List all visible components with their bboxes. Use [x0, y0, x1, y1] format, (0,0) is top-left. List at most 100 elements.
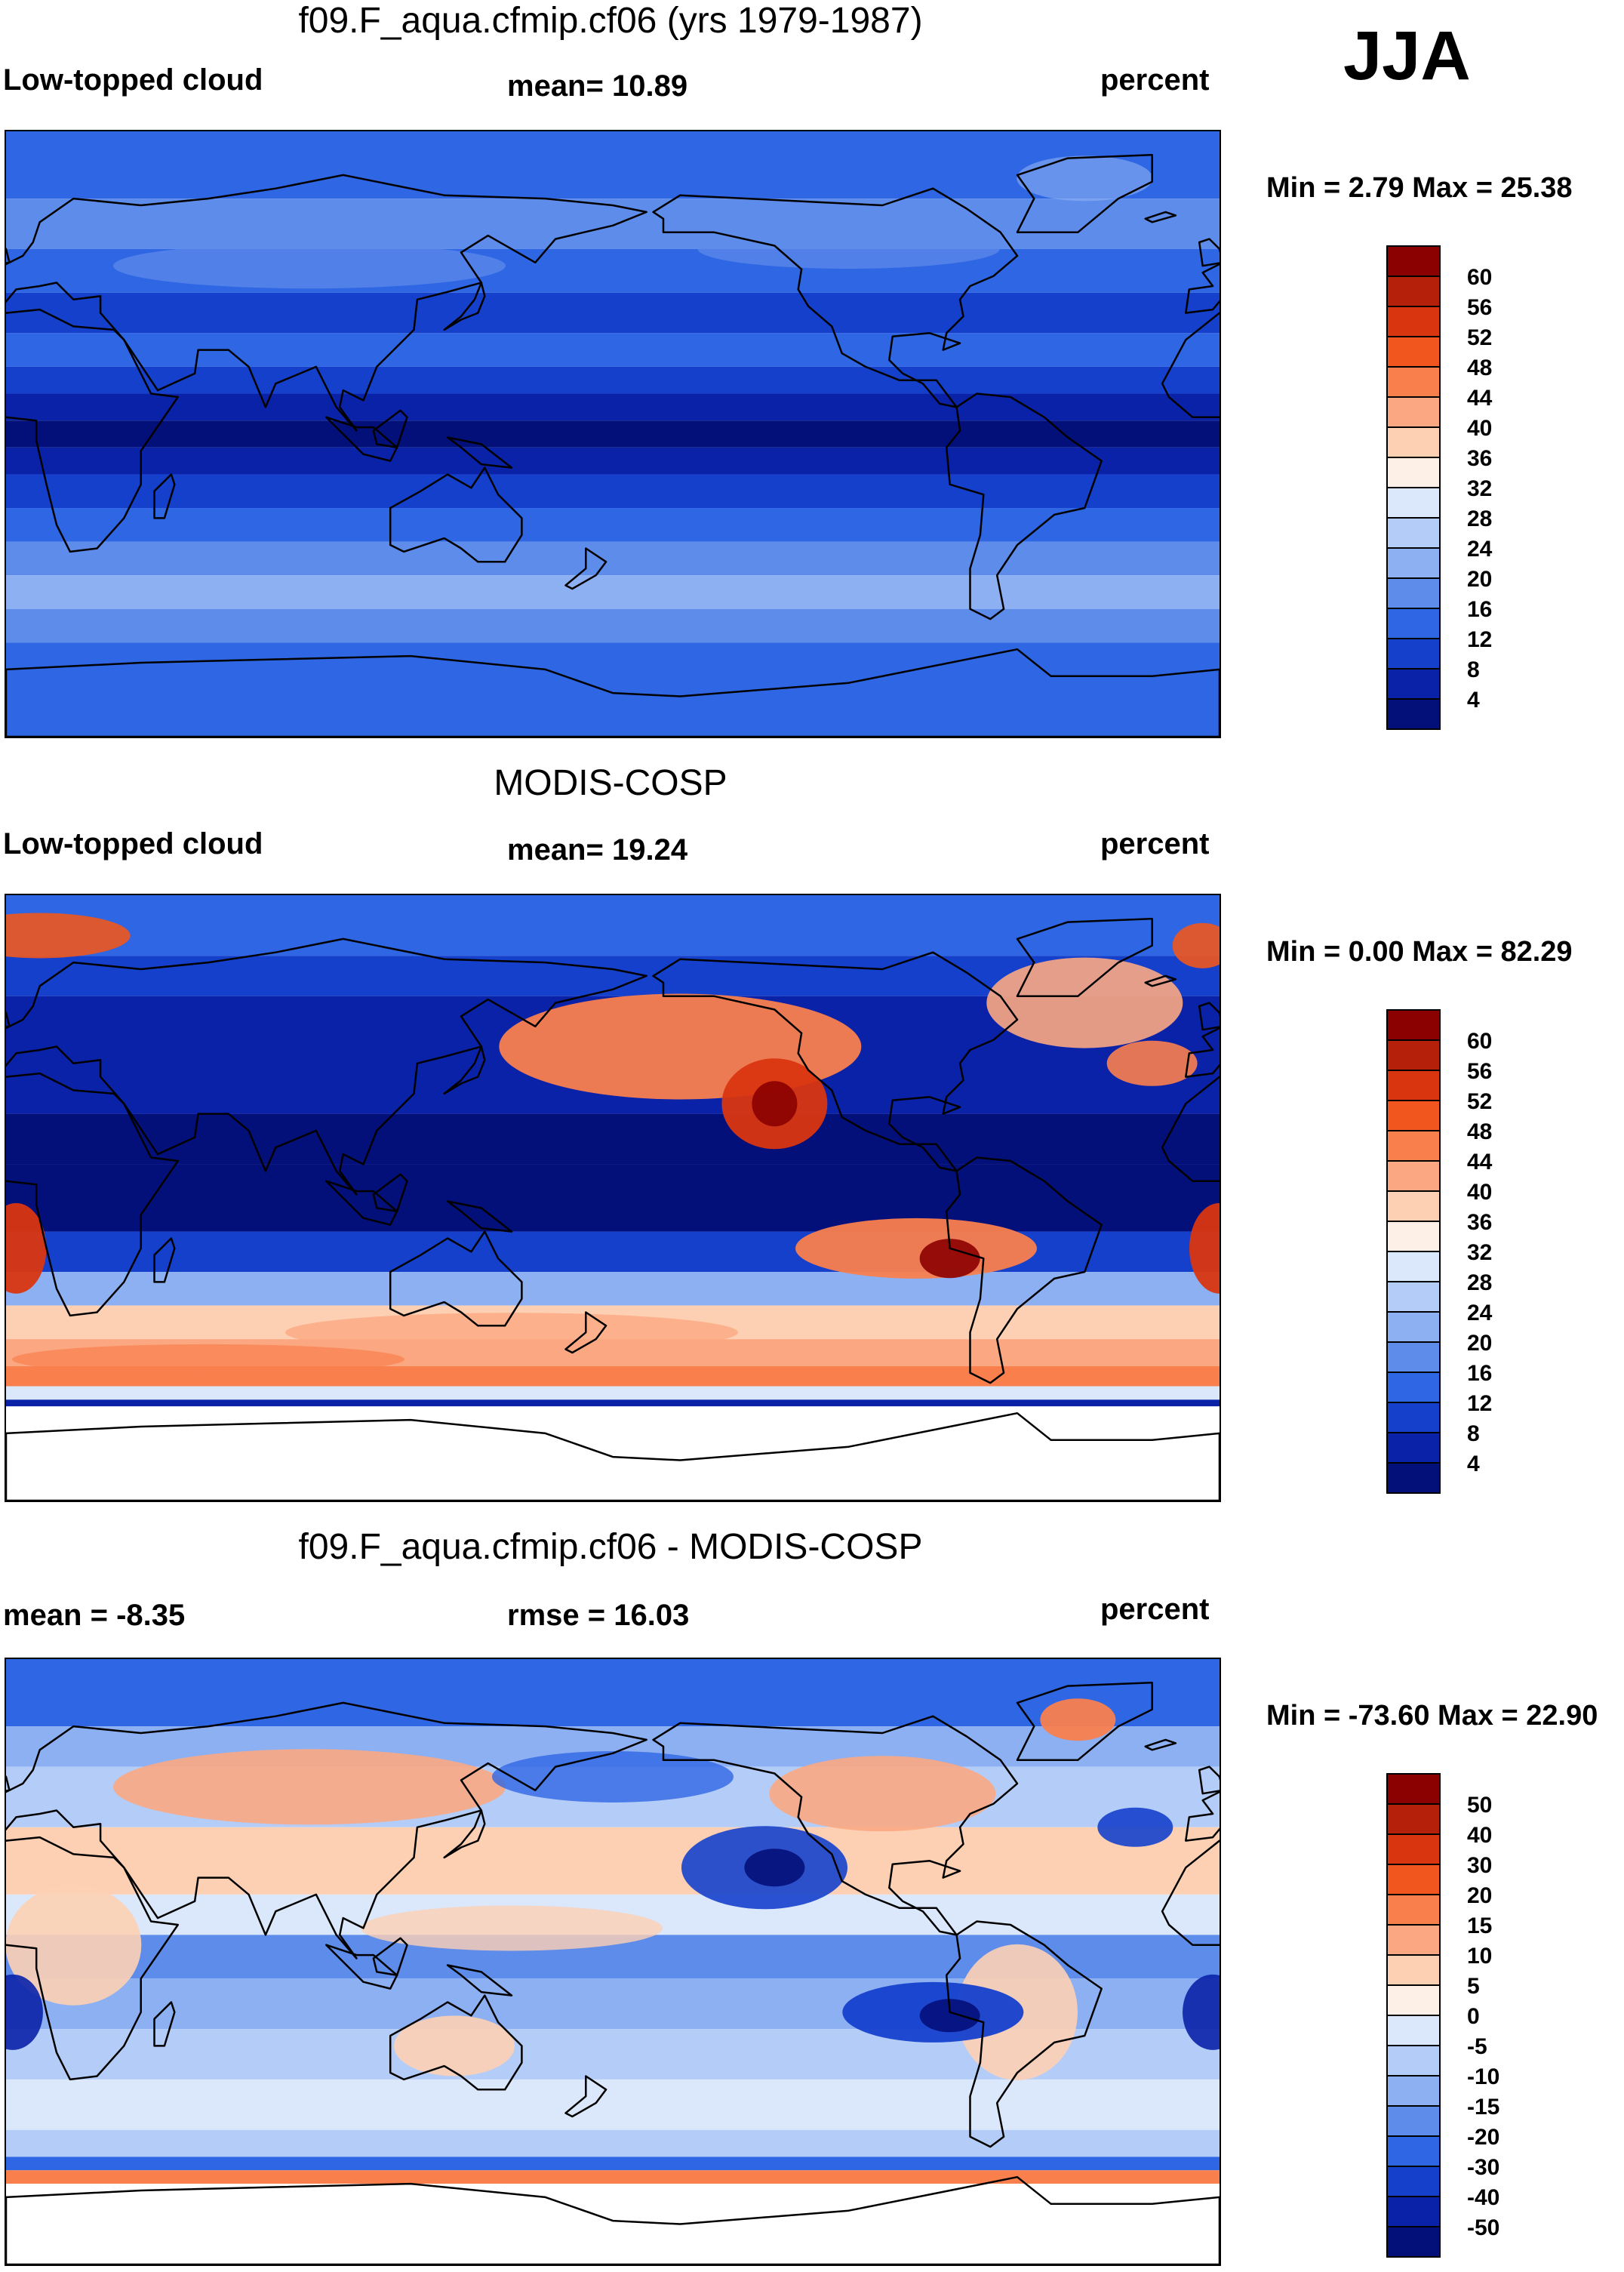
- colorbar-tick-label: 12: [1467, 627, 1492, 652]
- colorbar-swatch: [1386, 1311, 1441, 1343]
- coastline-africa: [6, 308, 180, 553]
- field-band: [6, 292, 1220, 334]
- field-band: [6, 1272, 1220, 1306]
- coastline-newguinea: [446, 1200, 513, 1233]
- panel-model-colorbar: 60 56 52 48 44 40 36 32 28 24 20 16 12 8 4: [1386, 245, 1538, 730]
- field-band: [6, 2157, 1220, 2171]
- colorbar-tick-label: 4: [1467, 1452, 1480, 1476]
- panel-obs-minmax: Min = 0.00 Max = 82.29: [1266, 936, 1573, 968]
- colorbar-swatch: [1386, 1803, 1441, 1835]
- coastline-greenland: [1016, 153, 1153, 233]
- missing-data-region: [6, 2184, 1220, 2264]
- field-anomaly: [113, 243, 506, 289]
- colorbar-tick-label: 20: [1467, 567, 1492, 592]
- colorbar-swatch: [1386, 1070, 1441, 1101]
- panel-obs-title: MODIS-COSP: [494, 763, 727, 803]
- coastline-newguinea: [446, 1964, 513, 1996]
- panel-obs-colorbar: 60 56 52 48 44 40 36 32 28 24 20 16 12 8 4: [1386, 1009, 1538, 1494]
- colorbar-tick-label: 28: [1467, 506, 1492, 531]
- coastline-australia: [389, 1230, 523, 1327]
- colorbar-tick-label: 40: [1467, 1180, 1492, 1205]
- field-band: [6, 1659, 1220, 1727]
- model-colorbar-svg: 60 56 52 48 44 40 36 32 28 24 20 16 12 8 4: [1386, 245, 1493, 730]
- coastline-australia: [389, 466, 523, 563]
- coastline-greenland: [1016, 1681, 1153, 1761]
- colorbar-swatch: [1386, 2166, 1441, 2197]
- field-band: [6, 1231, 1220, 1273]
- coastline-uk: [1198, 1766, 1220, 1795]
- colorbar-tick-label: -10: [1467, 2064, 1499, 2089]
- colorbar-tick-label: 20: [1467, 1331, 1492, 1356]
- field-anomaly: [752, 1081, 798, 1127]
- colorbar-tick-label: 36: [1467, 446, 1492, 471]
- colorbar-swatch: [1386, 1432, 1441, 1464]
- coastline-madagascar: [153, 2001, 176, 2047]
- colorbar-swatch: [1386, 1039, 1441, 1071]
- colorbar-tick-label: 8: [1467, 657, 1480, 682]
- field-anomaly: [113, 1749, 506, 1825]
- colorbar-swatch: [1386, 426, 1441, 458]
- colorbar-swatch: [1386, 638, 1441, 670]
- colorbar-swatch: [1386, 2226, 1441, 2258]
- coastline-namerica: [652, 187, 1019, 408]
- field-band: [6, 474, 1220, 509]
- colorbar-tick-label: 32: [1467, 1240, 1492, 1265]
- colorbar-tick-label: 60: [1467, 1029, 1492, 1054]
- coastline-japan: [443, 282, 486, 331]
- colorbar-swatch: [1386, 276, 1441, 307]
- panel-obs-units-label: percent: [1100, 827, 1210, 860]
- colorbar-swatch: [1386, 1190, 1441, 1222]
- field-anomaly: [492, 1750, 734, 1803]
- colorbar-tick-label: 50: [1467, 1793, 1492, 1818]
- colorbar-tick-label: 56: [1467, 295, 1492, 320]
- field-anomaly: [795, 1218, 1037, 1279]
- colorbar-tick-label: 28: [1467, 1270, 1492, 1295]
- field-anomaly: [919, 1239, 980, 1279]
- colorbar-swatch: [1386, 2045, 1441, 2077]
- colorbar-tick-label: -50: [1467, 2215, 1499, 2240]
- colorbar-tick-label: 40: [1467, 1823, 1492, 1848]
- colorbar-swatch: [1386, 1341, 1441, 1373]
- coastline-borneo: [372, 1173, 408, 1213]
- coastline-uk: [6, 248, 11, 264]
- colorbar-swatch: [1386, 1833, 1441, 1865]
- panel-model-map: [5, 130, 1221, 738]
- field-anomaly: [919, 1999, 980, 2033]
- field-band: [6, 1113, 1220, 1165]
- colorbar-tick-label: -30: [1467, 2155, 1499, 2180]
- coastline-japan: [443, 1045, 486, 1095]
- panel-model-mean-label: mean= 10.89: [507, 69, 688, 103]
- field-band: [6, 2170, 1220, 2184]
- field-band: [6, 333, 1220, 367]
- colorbar-swatch: [1386, 2015, 1441, 2046]
- field-band: [6, 1399, 1220, 1407]
- coastline-samerica: [945, 393, 1103, 620]
- colorbar-swatch: [1386, 396, 1441, 428]
- coastline-eurasia: [6, 937, 647, 1196]
- coastline-borneo: [372, 1937, 408, 1977]
- colorbar-swatch: [1386, 1894, 1441, 1926]
- coastline-nz: [564, 547, 607, 590]
- season-label: JJA: [1343, 17, 1471, 94]
- colorbar-swatch: [1386, 547, 1441, 579]
- coastline-nz: [564, 2075, 607, 2118]
- field-band: [6, 575, 1220, 609]
- panel-diff-minmax: Min = -73.60 Max = 22.90: [1266, 1700, 1598, 1732]
- colorbar-swatch: [1386, 487, 1441, 519]
- field-band: [6, 2079, 1220, 2130]
- field-band: [6, 1827, 1220, 1895]
- field-band: [6, 642, 1220, 737]
- coastline-greenland: [1016, 917, 1153, 997]
- colorbar-tick-label: 12: [1467, 1391, 1492, 1416]
- field-anomaly: [769, 1756, 996, 1832]
- colorbar-tick-label: -20: [1467, 2125, 1499, 2150]
- colorbar-swatch: [1386, 1984, 1441, 2016]
- colorbar-swatch: [1386, 668, 1441, 700]
- colorbar-tick-label: 15: [1467, 1913, 1492, 1938]
- colorbar-tick-label: 56: [1467, 1059, 1492, 1084]
- colorbar-swatch: [1386, 2075, 1441, 2107]
- colorbar-swatch: [1386, 457, 1441, 488]
- field-band: [6, 420, 1220, 448]
- coastline-antarctica: [6, 1412, 1220, 1501]
- colorbar-tick-label: 16: [1467, 1361, 1492, 1386]
